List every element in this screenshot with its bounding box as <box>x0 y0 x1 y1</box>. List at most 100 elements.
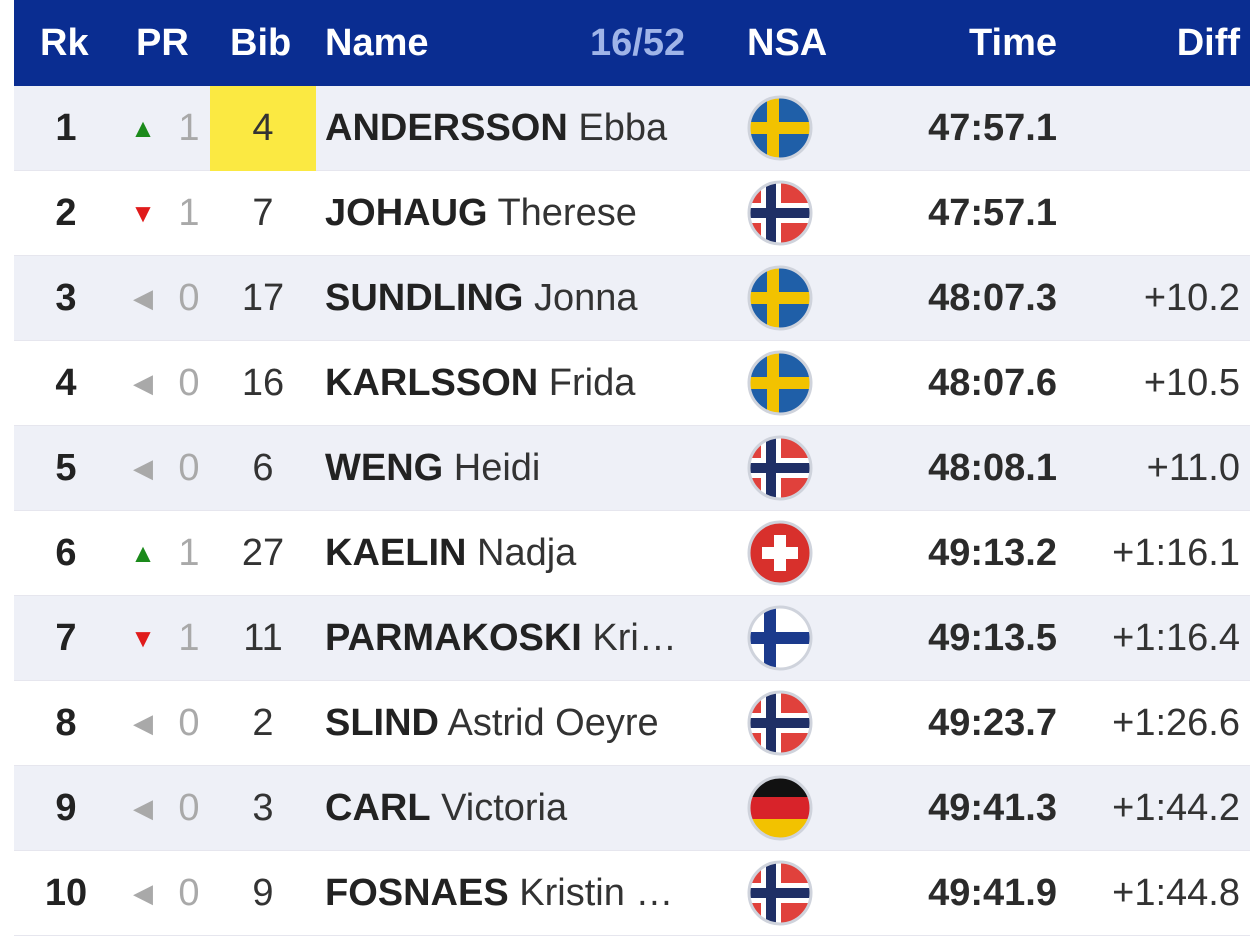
bib-cell-highlighted: 4 <box>210 86 316 171</box>
table-row[interactable]: 8 ◀ 0 2 SLIND Astrid Oeyre 49:23.7 +1:26.6 <box>14 681 1250 766</box>
diff-cell: +1:44.8 <box>1112 872 1240 914</box>
bib-cell: 6 <box>252 447 274 489</box>
position-change-value: 0 <box>178 447 200 489</box>
triangle-down-icon: ▼ <box>130 198 156 228</box>
header-diff[interactable]: Diff <box>1176 22 1240 64</box>
diff-cell: +1:16.4 <box>1112 617 1240 659</box>
position-change-value: 0 <box>178 702 200 744</box>
flag-nor-icon <box>747 851 813 936</box>
athlete-first-name: Jonna <box>534 277 638 319</box>
table-row[interactable]: 7 ▼ 1 11 PARMAKOSKI Kri… 49:13.5 +1:16.4 <box>14 596 1250 681</box>
triangle-down-icon: ▼ <box>130 623 156 653</box>
results-table: Rk PR Bib Name 16/52 NSA Time Diff 1 ▲ 1 4 A… <box>14 0 1250 938</box>
diff-cell: +1:44.2 <box>1112 787 1240 829</box>
rank-cell: 8 <box>55 702 77 744</box>
table-row[interactable]: 2 ▼ 1 7 JOHAUG Therese 47:57.1 <box>14 171 1250 256</box>
athlete-last-name: PARMAKOSKI <box>325 617 582 659</box>
triangle-left-icon: ◀ <box>133 708 153 738</box>
triangle-left-icon: ◀ <box>133 878 153 908</box>
athlete-first-name: Victoria <box>441 787 568 829</box>
bib-cell: 27 <box>241 532 285 574</box>
position-change-value: 0 <box>178 362 200 404</box>
position-change-value: 0 <box>178 277 200 319</box>
table-row[interactable]: 1 ▲ 1 4 ANDERSSON Ebba 47:57.1 <box>14 86 1250 171</box>
athlete-name[interactable]: FOSNAES Kristin … <box>325 851 725 936</box>
flag-ger-icon <box>747 766 813 851</box>
position-change-value: 1 <box>178 617 200 659</box>
bib-cell: 3 <box>252 787 274 829</box>
flag-nor-icon <box>747 681 813 766</box>
athlete-name[interactable]: CARL Victoria <box>325 766 725 851</box>
athlete-name[interactable]: WENG Heidi <box>325 426 725 511</box>
athlete-last-name: KARLSSON <box>325 362 539 404</box>
athlete-name[interactable]: ANDERSSON Ebba <box>325 86 725 171</box>
bib-cell: 9 <box>252 872 274 914</box>
table-row[interactable]: 6 ▲ 1 27 KAELIN Nadja 49:13.2 +1:16.1 <box>14 511 1250 596</box>
bib-cell: 17 <box>241 277 285 319</box>
rank-cell: 6 <box>55 532 77 574</box>
time-cell: 48:07.6 <box>928 362 1057 404</box>
rank-cell: 7 <box>55 617 77 659</box>
athlete-first-name: Kri… <box>592 617 677 659</box>
athlete-last-name: KAELIN <box>325 532 467 574</box>
athlete-last-name: SUNDLING <box>325 277 524 319</box>
rank-cell: 5 <box>55 447 77 489</box>
athlete-first-name: Heidi <box>453 447 541 489</box>
table-row[interactable]: 4 ◀ 0 16 KARLSSON Frida 48:07.6 +10.5 <box>14 341 1250 426</box>
athlete-count: 16/52 <box>590 22 686 64</box>
header-rank[interactable]: Rk <box>40 22 89 64</box>
bib-cell: 11 <box>243 617 283 659</box>
athlete-first-name: Therese <box>497 192 637 234</box>
rank-cell: 9 <box>55 787 77 829</box>
athlete-name[interactable]: SUNDLING Jonna <box>325 256 725 341</box>
triangle-left-icon: ◀ <box>133 453 153 483</box>
table-row[interactable]: 5 ◀ 0 6 WENG Heidi 48:08.1 +11.0 <box>14 426 1250 511</box>
athlete-name[interactable]: SLIND Astrid Oeyre <box>325 681 725 766</box>
bib-cell: 2 <box>252 702 274 744</box>
right-margin <box>1250 0 1260 938</box>
time-cell: 49:23.7 <box>928 702 1057 744</box>
header-nsa[interactable]: NSA <box>747 22 828 64</box>
triangle-left-icon: ◀ <box>133 368 153 398</box>
athlete-name[interactable]: KAELIN Nadja <box>325 511 725 596</box>
header-bib[interactable]: Bib <box>230 22 292 64</box>
header-time[interactable]: Time <box>968 22 1057 64</box>
triangle-up-icon: ▲ <box>130 538 156 568</box>
time-cell: 49:41.3 <box>928 787 1057 829</box>
time-cell: 49:13.2 <box>928 532 1057 574</box>
athlete-name[interactable]: KARLSSON Frida <box>325 341 725 426</box>
athlete-first-name: Ebba <box>578 107 668 149</box>
triangle-left-icon: ◀ <box>133 283 153 313</box>
athlete-last-name: FOSNAES <box>325 872 509 914</box>
header-pr[interactable]: PR <box>136 22 189 64</box>
time-cell: 48:07.3 <box>928 277 1057 319</box>
athlete-first-name: Frida <box>548 362 636 404</box>
flag-fin-icon <box>747 596 813 681</box>
flag-swe-icon <box>747 341 813 426</box>
time-cell: 49:13.5 <box>928 617 1057 659</box>
athlete-last-name: JOHAUG <box>325 192 488 234</box>
athlete-last-name: CARL <box>325 787 431 829</box>
diff-cell: +1:16.1 <box>1112 532 1240 574</box>
position-change-value: 0 <box>178 787 200 829</box>
table-row[interactable]: 9 ◀ 0 3 CARL Victoria 49:41.3 +1:44.2 <box>14 766 1250 851</box>
bib-cell: 16 <box>241 362 285 404</box>
time-cell: 48:08.1 <box>928 447 1057 489</box>
diff-cell: +11.0 <box>1146 447 1240 489</box>
athlete-first-name: Astrid Oeyre <box>447 702 659 744</box>
rank-cell: 1 <box>55 107 77 149</box>
time-cell: 47:57.1 <box>928 107 1057 149</box>
table-row[interactable]: 3 ◀ 0 17 SUNDLING Jonna 48:07.3 +10.2 <box>14 256 1250 341</box>
rank-cell: 10 <box>44 872 88 914</box>
flag-swe-icon <box>747 86 813 171</box>
flag-nor-icon <box>747 171 813 256</box>
bib-cell: 7 <box>252 192 274 234</box>
table-header: Rk PR Bib Name 16/52 NSA Time Diff <box>14 0 1250 86</box>
athlete-name[interactable]: JOHAUG Therese <box>325 171 725 256</box>
header-name[interactable]: Name <box>325 22 429 64</box>
athlete-name[interactable]: PARMAKOSKI Kri… <box>325 596 725 681</box>
rank-cell: 3 <box>55 277 77 319</box>
table-row[interactable]: 10 ◀ 0 9 FOSNAES Kristin … 49:41.9 +1:44.8 <box>14 851 1250 936</box>
position-change-value: 1 <box>178 107 200 149</box>
